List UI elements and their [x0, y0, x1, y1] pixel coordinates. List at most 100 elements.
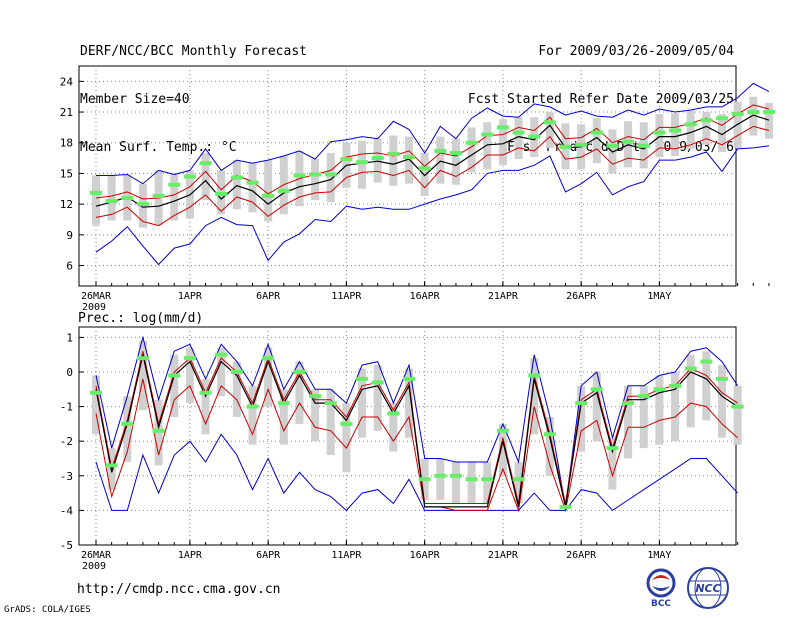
- temp-marker-40: [716, 116, 728, 121]
- temp-marker-27: [512, 130, 525, 135]
- temp-marker-23: [449, 150, 462, 155]
- prec-xtick-label-0: 26MAR: [81, 550, 112, 561]
- temp-marker-5: [168, 182, 181, 187]
- temp-marker-32: [590, 130, 603, 135]
- temp-marker-25: [481, 132, 494, 137]
- prec-panel-title: Prec.: log(mm/d): [78, 311, 203, 326]
- temp-mean-line: [95, 114, 770, 208]
- temp-xtick-label-1: 1APR: [178, 291, 203, 302]
- prec-lower-line: [95, 378, 738, 513]
- prec-ytick-label-3: -2: [60, 435, 73, 448]
- grads-credit: GrADS: COLA/IGES: [4, 605, 91, 615]
- temp-marker-13: [293, 173, 306, 178]
- temp-spread-bar-1: [107, 175, 116, 221]
- prec-ytick-label-2: -1: [60, 401, 73, 414]
- prec-marker-23: [449, 473, 462, 478]
- temp-marker-2: [121, 196, 134, 200]
- prec-marker-12: [277, 401, 290, 406]
- prec-marker-15: [324, 401, 337, 406]
- temperature-panel: 6 9 12 15 18 21 24 26MAR 1APR 6APR 11APR 16APR 21APR…: [60, 65, 775, 313]
- temp-marker-15: [324, 172, 337, 177]
- temp-xtick-label-2: 6APR: [256, 291, 281, 302]
- source-url[interactable]: http://cmdp.ncc.cma.gov.cn: [77, 582, 281, 597]
- temp-spread-bar-24: [467, 127, 476, 173]
- temp-marker-37: [669, 128, 682, 133]
- temp-xtick-label-0: 26MAR: [81, 291, 112, 302]
- precipitation-panel: 1 0 -1 -2 -3 -4 -5 26MAR 1APR 6APR 11APR 16APR 21APR…: [60, 311, 744, 572]
- temp-marker-3: [136, 202, 149, 207]
- temp-marker-39: [700, 118, 713, 123]
- temp-spread-bar-14: [311, 159, 320, 201]
- prec-ytick-label-1: 0: [66, 366, 73, 379]
- prec-marker-36: [653, 387, 666, 392]
- prec-marker-10: [246, 404, 259, 409]
- temp-spread-bar-5: [170, 174, 179, 221]
- temp-xtick-label-7: 1MAY: [647, 291, 671, 302]
- prec-spread-bar-7: [201, 378, 210, 435]
- prec-spread-bar-35: [639, 385, 648, 449]
- prec-marker-2: [121, 421, 134, 426]
- temp-marker-10: [246, 180, 259, 185]
- prec-spread-bar-2: [123, 396, 132, 462]
- prec-marker-19: [387, 411, 400, 416]
- prec-spread-bar-13: [295, 361, 304, 424]
- temp-ytick-label-2: 12: [60, 198, 73, 211]
- header-left: DERF/NCC/BCC Monthly Forecast Member Siz…: [80, 12, 307, 172]
- temp-ytick-label-0: 6: [66, 260, 73, 273]
- prec-marker-9: [230, 369, 243, 374]
- temp-marker-21: [418, 166, 431, 171]
- prec-marker-18: [371, 380, 384, 385]
- temp-marker-18: [371, 156, 384, 161]
- prec-marker-7: [199, 390, 212, 395]
- temp-ytick-label-1: 9: [66, 229, 73, 242]
- prec-spread-bar-8: [217, 347, 226, 397]
- temp-marker-30: [559, 144, 572, 149]
- temp-marker-35: [637, 143, 650, 148]
- temp-marker-24: [465, 140, 478, 145]
- temp-xtick-label-3: 11APR: [331, 291, 362, 302]
- temp-marker-28: [528, 134, 541, 139]
- temp-upper-line: [95, 104, 770, 200]
- prec-ytick-label-5: -4: [60, 504, 74, 517]
- temp-spread-bar-37: [671, 113, 680, 157]
- prec-spread-bar-31: [577, 385, 586, 452]
- temp-spread-bar-0: [92, 175, 100, 226]
- prec-spread-bar-41: [733, 385, 742, 445]
- prec-xtick-label-6: 26APR: [566, 550, 597, 561]
- temp-marker-43: [762, 110, 775, 115]
- prec-spread-bar-0: [92, 375, 100, 435]
- prec-marker-35: [637, 394, 650, 399]
- prec-spread-bar-40: [718, 365, 726, 438]
- temp-marker-4: [152, 193, 165, 198]
- temp-spread-bar-38: [686, 110, 695, 149]
- temp-marker-31: [575, 142, 588, 147]
- temp-ytick-label-5: 21: [60, 106, 73, 119]
- prec-spread-bar-38: [686, 354, 695, 428]
- temp-marker-14: [309, 172, 322, 177]
- temp-spread-bar-20: [405, 136, 413, 184]
- temp-ytick-label-3: 15: [60, 167, 73, 180]
- temp-marker-7: [199, 161, 212, 166]
- prec-spread-bar-14: [311, 389, 320, 442]
- temp-year-label: 2009: [82, 302, 106, 313]
- prec-spread-bar-37: [671, 371, 680, 442]
- temp-spread-bar-17: [358, 140, 367, 189]
- prec-marker-16: [340, 421, 353, 426]
- temp-marker-6: [183, 174, 196, 179]
- prec-marker-29: [543, 432, 556, 437]
- prec-spread-bar-23: [451, 461, 460, 504]
- prec-spread-bar-26: [498, 423, 507, 476]
- prec-marker-27: [512, 477, 525, 482]
- temp-spread-bar-40: [718, 114, 726, 152]
- prec-ytick-label-0: 1: [66, 331, 73, 344]
- prec-spread-bar-12: [279, 389, 288, 445]
- prec-spread-bar-17: [358, 368, 367, 438]
- prec-spread-bar-25: [483, 461, 492, 504]
- temp-marker-26: [496, 125, 509, 130]
- temp-spread-bar-32: [592, 118, 601, 164]
- temp-xtick-label-5: 21APR: [488, 291, 519, 302]
- prec-xtick-label-5: 21APR: [488, 550, 519, 561]
- prec-marker-13: [293, 369, 306, 374]
- prec-marker-17: [356, 376, 369, 381]
